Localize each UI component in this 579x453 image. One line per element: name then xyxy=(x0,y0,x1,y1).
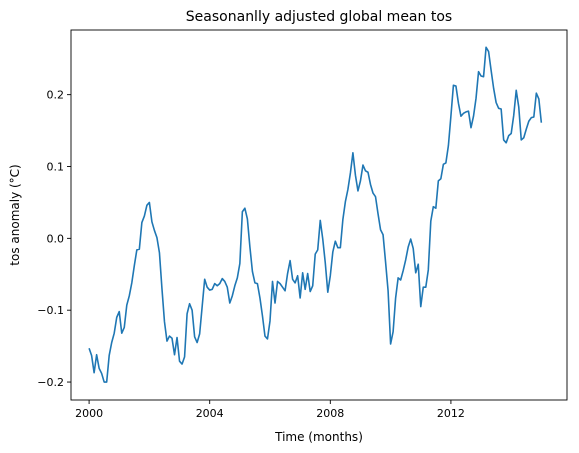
chart-title: Seasonanlly adjusted global mean tos xyxy=(186,9,452,25)
axis-ticks: 2000 2004 2008 2012 −0.2 −0.1 0.0 0.1 0.2 xyxy=(37,89,465,420)
series-line xyxy=(88,46,543,383)
y-axis-label: tos anomaly (°C) xyxy=(8,164,22,265)
x-tick-label: 2004 xyxy=(196,407,224,420)
x-tick-label: 2000 xyxy=(75,407,103,420)
plot-area xyxy=(88,46,543,383)
x-tick-label: 2012 xyxy=(437,407,465,420)
y-tick-label: −0.1 xyxy=(37,304,64,317)
y-tick-label: 0.1 xyxy=(47,161,65,174)
y-tick-label: −0.2 xyxy=(37,376,64,389)
y-tick-label: 0.2 xyxy=(47,89,65,102)
axes-frame xyxy=(70,29,568,401)
x-axis-label: Time (months) xyxy=(274,430,363,444)
y-tick-label: 0.0 xyxy=(47,232,65,245)
x-tick-label: 2008 xyxy=(316,407,344,420)
